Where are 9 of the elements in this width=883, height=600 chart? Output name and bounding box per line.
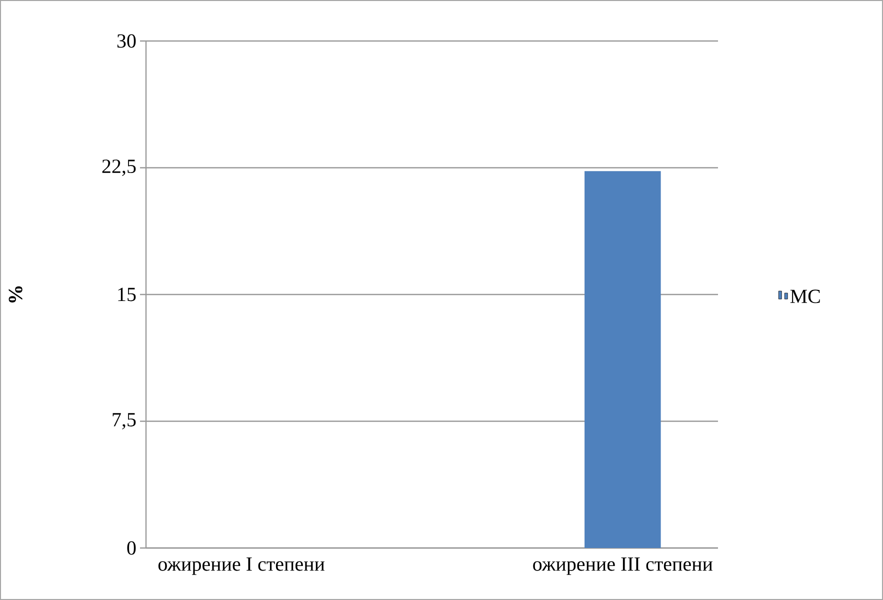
legend-label: МС [790, 290, 820, 304]
x-tick-label: ожирение I степени [158, 558, 325, 575]
y-tick-label: 15 [118, 288, 136, 302]
y-tick-label: 22,5 [102, 160, 136, 176]
x-tick-label: ожирение III степени [533, 558, 713, 575]
y-tick-label: 0 [127, 541, 136, 555]
y-tick-label: 7,5 [112, 413, 136, 430]
y-tick-label: 30 [117, 34, 136, 48]
y-axis-title: % [8, 286, 22, 302]
